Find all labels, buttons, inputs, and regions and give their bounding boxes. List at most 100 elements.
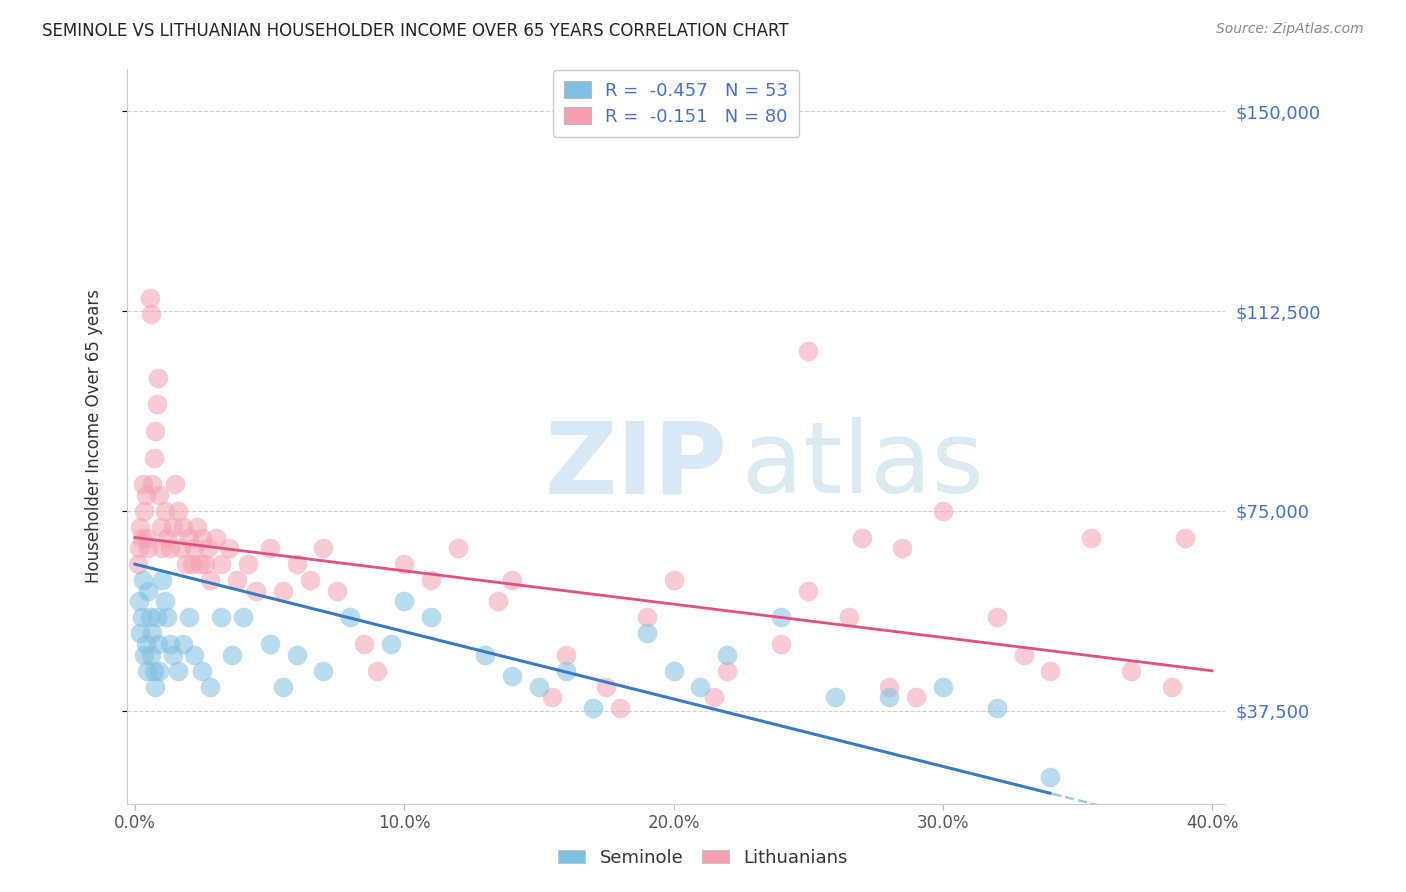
Text: SEMINOLE VS LITHUANIAN HOUSEHOLDER INCOME OVER 65 YEARS CORRELATION CHART: SEMINOLE VS LITHUANIAN HOUSEHOLDER INCOM… [42,22,789,40]
Point [285,557,308,571]
Point [191,531,214,545]
Point [141,477,163,491]
Point [209,557,232,571]
Point [197,541,219,556]
Point [204,531,226,545]
Point [134,648,156,662]
Text: ZIP: ZIP [544,417,727,514]
Point [366,664,388,678]
Point [232,610,254,624]
Point [986,610,1008,624]
Point [541,690,564,705]
Point [891,541,914,556]
Point [527,680,550,694]
Point [326,583,349,598]
Point [245,583,267,598]
Point [142,450,165,465]
Point [136,531,159,545]
Point [420,610,443,624]
Point [837,610,859,624]
Point [150,541,173,556]
Point [339,610,361,624]
Point [139,307,162,321]
Point [1039,664,1062,678]
Point [159,637,181,651]
Point [127,557,149,571]
Point [380,637,402,651]
Point [824,690,846,705]
Text: Source: ZipAtlas.com: Source: ZipAtlas.com [1216,22,1364,37]
Point [770,610,793,624]
Point [595,680,617,694]
Point [609,701,631,715]
Legend: Seminole, Lithuanians: Seminole, Lithuanians [551,842,855,874]
Point [139,291,162,305]
Point [285,648,308,662]
Point [188,557,211,571]
Text: atlas: atlas [742,417,984,514]
Point [136,664,159,678]
Point [170,541,193,556]
Point [128,594,150,608]
Point [932,504,955,518]
Point [1160,680,1182,694]
Point [218,541,240,556]
Point [716,648,738,662]
Point [142,664,165,678]
Point [353,637,375,651]
Point [146,370,169,384]
Point [145,397,167,411]
Point [131,531,153,545]
Point [183,648,205,662]
Point [129,520,152,534]
Point [174,557,197,571]
Point [582,701,605,715]
Point [221,648,243,662]
Point [474,648,496,662]
Point [271,583,294,598]
Point [135,488,157,502]
Point [703,690,725,705]
Point [156,610,179,624]
Point [162,648,184,662]
Point [183,541,205,556]
Point [156,531,179,545]
Point [146,637,169,651]
Point [662,573,685,587]
Point [159,541,181,556]
Point [138,583,160,598]
Y-axis label: Householder Income Over 65 years: Householder Income Over 65 years [86,289,103,583]
Point [932,680,955,694]
Point [636,610,658,624]
Point [420,573,443,587]
Point [877,680,900,694]
Legend: R =  -0.457   N = 53, R =  -0.151   N = 80: R = -0.457 N = 53, R = -0.151 N = 80 [553,70,799,136]
Point [128,541,150,556]
Point [132,477,155,491]
Point [165,477,187,491]
Point [186,520,208,534]
Point [689,680,711,694]
Point [148,488,170,502]
Point [167,664,190,678]
Point [145,610,167,624]
Point [986,701,1008,715]
Point [180,557,202,571]
Point [716,664,738,678]
Point [662,664,685,678]
Point [501,669,523,683]
Point [172,637,194,651]
Point [138,541,160,556]
Point [209,610,232,624]
Point [447,541,470,556]
Point [177,531,200,545]
Point [129,626,152,640]
Point [259,541,281,556]
Point [298,573,321,587]
Point [259,637,281,651]
Point [1121,664,1143,678]
Point [191,664,214,678]
Point [194,557,217,571]
Point [131,610,153,624]
Point [770,637,793,651]
